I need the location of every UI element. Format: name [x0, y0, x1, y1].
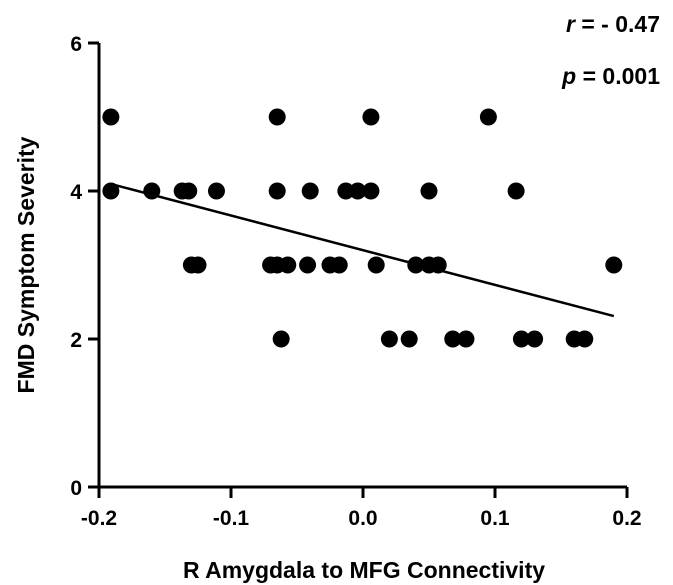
x-axis-label: R Amygdala to MFG Connectivity: [183, 557, 545, 583]
regression-line-group: [111, 183, 615, 318]
y-axis-label: FMD Symptom Severity: [13, 136, 39, 393]
r-statistic: r = - 0.47: [566, 11, 660, 37]
data-point: [301, 182, 319, 200]
axes: [97, 43, 627, 489]
data-point: [337, 182, 355, 200]
y-tick-label: 6: [70, 33, 82, 56]
data-point: [349, 182, 367, 200]
data-point: [189, 256, 207, 274]
data-point: [605, 256, 623, 274]
data-point: [526, 330, 544, 348]
data-point: [102, 182, 120, 200]
data-point: [272, 330, 290, 348]
data-point: [268, 182, 286, 200]
y-tick-label: 4: [70, 181, 82, 204]
data-point: [444, 330, 462, 348]
y-tick-label: 2: [70, 329, 82, 352]
r-value: = - 0.47: [575, 11, 660, 37]
data-point: [299, 256, 317, 274]
data-point: [143, 182, 161, 200]
data-point: [362, 108, 380, 126]
p-statistic: p = 0.001: [561, 63, 660, 89]
data-point: [102, 108, 120, 126]
p-value: = 0.001: [576, 63, 660, 89]
data-point: [407, 256, 425, 274]
regression-line: [111, 183, 615, 318]
data-point: [362, 182, 380, 200]
data-point: [429, 256, 447, 274]
x-tick-label: 0.1: [480, 507, 510, 530]
data-point: [180, 182, 198, 200]
data-point: [330, 256, 348, 274]
x-tick-label: -0.2: [81, 507, 117, 530]
data-point: [400, 330, 418, 348]
data-point: [457, 330, 475, 348]
data-point: [576, 330, 594, 348]
data-point: [279, 256, 297, 274]
r-symbol: r: [566, 11, 576, 37]
x-tick-label: 0.0: [348, 507, 377, 530]
data-point: [420, 182, 438, 200]
data-point: [268, 108, 286, 126]
data-point: [507, 182, 525, 200]
data-points: [102, 108, 623, 348]
data-point: [479, 108, 497, 126]
data-point: [367, 256, 385, 274]
x-tick-label: 0.2: [612, 507, 641, 530]
p-symbol: p: [561, 63, 576, 89]
data-point: [512, 330, 530, 348]
y-tick-label: 0: [70, 477, 82, 500]
data-point: [207, 182, 225, 200]
x-tick-label: -0.1: [213, 507, 250, 530]
data-point: [380, 330, 398, 348]
ticks: -0.2 -0.1 0.0 0.1 0.2 0 2 4 6: [70, 33, 641, 530]
